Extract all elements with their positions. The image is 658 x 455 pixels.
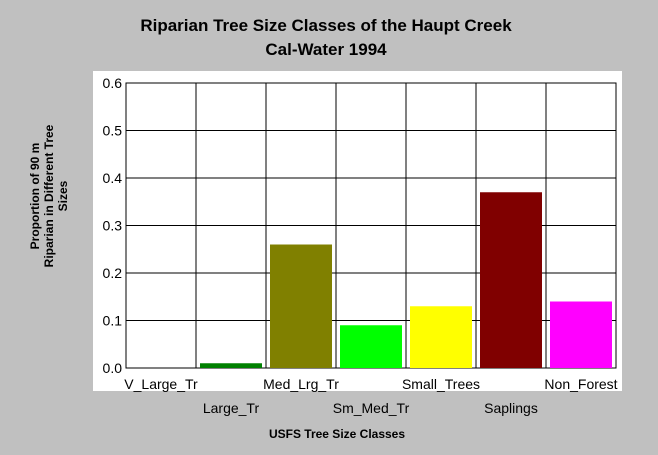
bar-saplings [480,192,542,368]
y-axis-title-line1: Proportion of 90 m [28,143,42,250]
x-tick-label: V_Large_Tr [124,376,198,392]
x-tick-label: Small_Trees [402,376,480,392]
y-axis-title-line3: Sizes [56,180,70,211]
chart-title-line1: Riparian Tree Size Classes of the Haupt … [140,16,512,35]
bars [200,192,612,368]
y-axis-title: Proportion of 90 m Riparian in Different… [28,124,70,267]
bar-large-tr [200,363,262,368]
chart-title-line2: Cal-Water 1994 [265,40,387,59]
x-tick-label: Large_Tr [203,400,260,416]
y-tick-label: 0.5 [103,123,123,139]
y-tick-label: 0.1 [103,313,123,329]
y-tick-label: 0.4 [103,170,123,186]
bar-small-trees [410,306,472,368]
y-axis-title-line2: Riparian in Different Tree [42,124,56,267]
x-tick-label: Sm_Med_Tr [333,400,410,416]
y-tick-label: 0.6 [103,75,123,91]
y-tick-label: 0.2 [103,265,123,281]
bar-med-lrg-tr [270,244,332,368]
y-tick-label: 0.3 [103,218,123,234]
x-tick-label: Saplings [484,400,538,416]
x-tick-label: Med_Lrg_Tr [263,376,339,392]
x-tick-label: Non_Forest [544,376,617,392]
y-tick-label: 0.0 [103,360,123,376]
x-axis-title: USFS Tree Size Classes [269,427,405,441]
y-tick-labels: 0.0 0.1 0.2 0.3 0.4 0.5 0.6 [103,75,123,376]
bar-sm-med-tr [340,325,402,368]
bar-non-forest [550,301,612,368]
